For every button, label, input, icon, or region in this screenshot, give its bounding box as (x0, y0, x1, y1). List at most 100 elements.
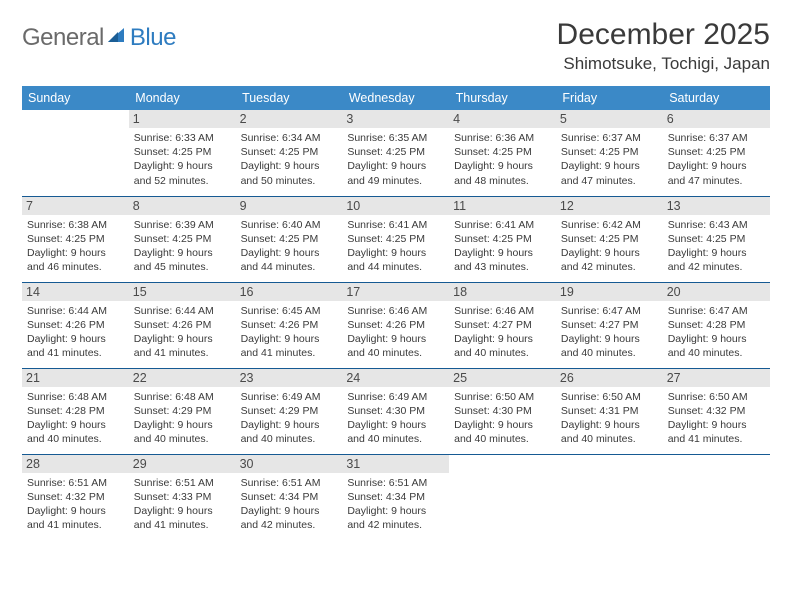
daylight-line: Daylight: 9 hours and 44 minutes. (241, 247, 320, 273)
sunrise-line: Sunrise: 6:47 AM (668, 305, 748, 317)
day-info: Sunrise: 6:34 AMSunset: 4:25 PMDaylight:… (240, 131, 339, 188)
sunset-line: Sunset: 4:25 PM (561, 146, 639, 158)
calendar-cell: 14Sunrise: 6:44 AMSunset: 4:26 PMDayligh… (22, 282, 129, 368)
day-info: Sunrise: 6:38 AMSunset: 4:25 PMDaylight:… (26, 218, 125, 275)
daylight-line: Daylight: 9 hours and 45 minutes. (134, 247, 213, 273)
calendar-row: 21Sunrise: 6:48 AMSunset: 4:28 PMDayligh… (22, 368, 770, 454)
sunset-line: Sunset: 4:25 PM (134, 146, 212, 158)
day-number: 1 (129, 110, 236, 128)
sunset-line: Sunset: 4:28 PM (668, 319, 746, 331)
day-info: Sunrise: 6:42 AM Sunset: 4:25 PM Daylight:… (560, 218, 659, 275)
sunrise-line: Sunrise: 6:45 AM (241, 305, 321, 317)
daylight-line: Daylight: 9 hours and 40 minutes. (134, 419, 213, 445)
calendar-cell: 16Sunrise: 6:45 AMSunset: 4:26 PMDayligh… (236, 282, 343, 368)
weekday-header-row: SundayMondayTuesdayWednesdayThursdayFrid… (22, 86, 770, 110)
calendar-cell: 28Sunrise: 6:51 AMSunset: 4:32 PMDayligh… (22, 454, 129, 540)
day-number: 13 (663, 197, 770, 215)
daylight-line: Daylight: 9 hours and 42 minutes. (241, 505, 320, 531)
sunrise-line: Sunrise: 6:49 AM (347, 391, 427, 403)
day-number: 10 (342, 197, 449, 215)
daylight-line: Daylight: 9 hours and 40 minutes. (561, 419, 640, 445)
sunset-line: Sunset: 4:34 PM (241, 491, 319, 503)
day-info: Sunrise: 6:36 AMSunset: 4:25 PMDaylight:… (453, 131, 552, 188)
sunrise-line: Sunrise: 6:47 AM (561, 305, 641, 317)
day-info: Sunrise: 6:33 AMSunset: 4:25 PMDaylight:… (133, 131, 232, 188)
day-info: Sunrise: 6:51 AMSunset: 4:33 PMDaylight:… (133, 476, 232, 533)
sunrise-line: Sunrise: 6:36 AM (454, 132, 534, 144)
day-info: Sunrise: 6:39 AM Sunset: 4:25 PM Daylight:… (133, 218, 232, 275)
sunset-line: Sunset: 4:26 PM (134, 319, 212, 331)
day-info: Sunrise: 6:44 AMSunset: 4:26 PMDaylight:… (133, 304, 232, 361)
calendar-cell: 23Sunrise: 6:49 AMSunset: 4:29 PMDayligh… (236, 368, 343, 454)
calendar-cell: 22Sunrise: 6:48 AMSunset: 4:29 PMDayligh… (129, 368, 236, 454)
day-info: Sunrise: 6:48 AMSunset: 4:29 PMDaylight:… (133, 390, 232, 447)
sunset-line: Sunset: 4:25 PM (134, 233, 212, 245)
sunset-line: Sunset: 4:26 PM (241, 319, 319, 331)
sunrise-line: Sunrise: 6:42 AM (561, 219, 641, 231)
day-info: Sunrise: 6:37 AMSunset: 4:25 PMDaylight:… (667, 131, 766, 188)
daylight-line: Daylight: 9 hours and 42 minutes. (561, 247, 640, 273)
sunrise-line: Sunrise: 6:38 AM (27, 219, 107, 231)
sunrise-line: Sunrise: 6:49 AM (241, 391, 321, 403)
day-info: Sunrise: 6:48 AMSunset: 4:28 PMDaylight:… (26, 390, 125, 447)
sunset-line: Sunset: 4:25 PM (561, 233, 639, 245)
daylight-line: Daylight: 9 hours and 52 minutes. (134, 160, 213, 186)
day-info: Sunrise: 6:46 AMSunset: 4:27 PMDaylight:… (453, 304, 552, 361)
day-number: 4 (449, 110, 556, 128)
sunset-line: Sunset: 4:25 PM (454, 146, 532, 158)
sunrise-line: Sunrise: 6:48 AM (134, 391, 214, 403)
day-info: Sunrise: 6:50 AMSunset: 4:30 PMDaylight:… (453, 390, 552, 447)
sunrise-line: Sunrise: 6:51 AM (241, 477, 321, 489)
weekday-header: Tuesday (236, 86, 343, 110)
day-number: 17 (342, 283, 449, 301)
title-block: December 2025 Shimotsuke, Tochigi, Japan (557, 18, 770, 74)
day-number: 16 (236, 283, 343, 301)
daylight-line: Daylight: 9 hours and 50 minutes. (241, 160, 320, 186)
sunrise-line: Sunrise: 6:46 AM (454, 305, 534, 317)
weekday-header: Sunday (22, 86, 129, 110)
calendar-cell: 25Sunrise: 6:50 AMSunset: 4:30 PMDayligh… (449, 368, 556, 454)
sunrise-line: Sunrise: 6:48 AM (27, 391, 107, 403)
day-number: 12 (556, 197, 663, 215)
daylight-line: Daylight: 9 hours and 47 minutes. (561, 160, 640, 186)
sunset-line: Sunset: 4:25 PM (347, 146, 425, 158)
calendar-row: 7Sunrise: 6:38 AMSunset: 4:25 PMDaylight… (22, 196, 770, 282)
day-info: Sunrise: 6:46 AMSunset: 4:26 PMDaylight:… (346, 304, 445, 361)
sunrise-line: Sunrise: 6:44 AM (27, 305, 107, 317)
sunrise-line: Sunrise: 6:44 AM (134, 305, 214, 317)
logo-text-blue: Blue (130, 24, 176, 52)
sunrise-line: Sunrise: 6:39 AM (134, 219, 214, 231)
day-info: Sunrise: 6:51 AMSunset: 4:34 PMDaylight:… (346, 476, 445, 533)
daylight-line: Daylight: 9 hours and 41 minutes. (27, 333, 106, 359)
daylight-line: Daylight: 9 hours and 40 minutes. (27, 419, 106, 445)
weekday-header: Friday (556, 86, 663, 110)
calendar-cell: 26Sunrise: 6:50 AMSunset: 4:31 PMDayligh… (556, 368, 663, 454)
sunset-line: Sunset: 4:25 PM (454, 233, 532, 245)
day-info: Sunrise: 6:47 AMSunset: 4:27 PMDaylight:… (560, 304, 659, 361)
calendar-cell (556, 454, 663, 540)
day-number: 3 (342, 110, 449, 128)
sail-icon (106, 26, 128, 51)
calendar-cell: 3Sunrise: 6:35 AMSunset: 4:25 PMDaylight… (342, 110, 449, 196)
header: General Blue December 2025 Shimotsuke, T… (22, 18, 770, 74)
day-info: Sunrise: 6:50 AMSunset: 4:31 PMDaylight:… (560, 390, 659, 447)
day-number: 11 (449, 197, 556, 215)
daylight-line: Daylight: 9 hours and 40 minutes. (668, 333, 747, 359)
calendar-cell: 27Sunrise: 6:50 AMSunset: 4:32 PMDayligh… (663, 368, 770, 454)
weekday-header: Thursday (449, 86, 556, 110)
sunrise-line: Sunrise: 6:51 AM (347, 477, 427, 489)
sunrise-line: Sunrise: 6:51 AM (27, 477, 107, 489)
day-info: Sunrise: 6:51 AM Sunset: 4:34 PM Daylight:… (240, 476, 339, 533)
day-info: Sunrise: 6:47 AM Sunset: 4:28 PM Daylight:… (667, 304, 766, 361)
daylight-line: Daylight: 9 hours and 47 minutes. (668, 160, 747, 186)
sunrise-line: Sunrise: 6:34 AM (241, 132, 321, 144)
calendar-cell: 1 Sunrise: 6:33 AMSunset: 4:25 PMDaylight… (129, 110, 236, 196)
day-info: Sunrise: 6:43 AMSunset: 4:25 PMDaylight:… (667, 218, 766, 275)
sunrise-line: Sunrise: 6:35 AM (347, 132, 427, 144)
calendar-cell: 10Sunrise: 6:41 AMSunset: 4:25 PMDayligh… (342, 196, 449, 282)
calendar-cell: 13 Sunrise: 6:43 AMSunset: 4:25 PMDayligh… (663, 196, 770, 282)
sunset-line: Sunset: 4:31 PM (561, 405, 639, 417)
day-info: Sunrise: 6:37 AMSunset: 4:25 PMDaylight:… (560, 131, 659, 188)
location: Shimotsuke, Tochigi, Japan (557, 54, 770, 74)
day-number: 19 (556, 283, 663, 301)
